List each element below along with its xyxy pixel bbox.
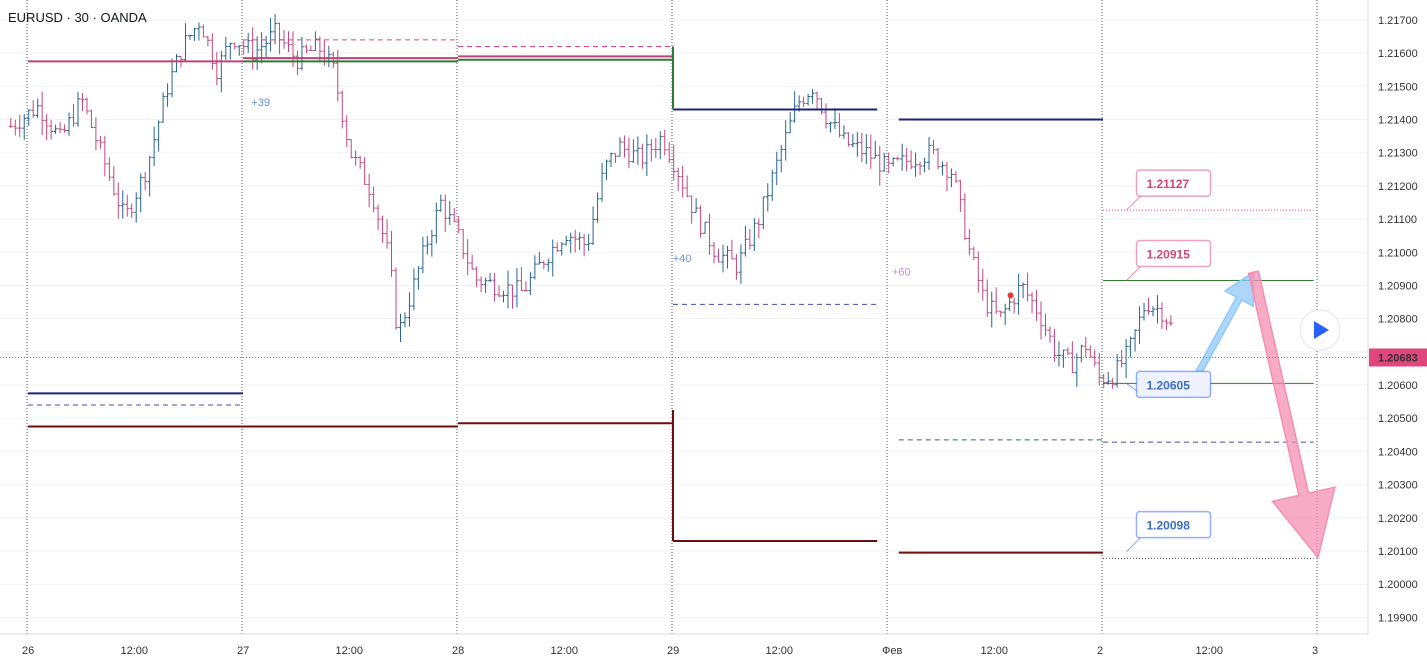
callout-box [1135,239,1212,268]
current-price-label: 1.20683 [1378,352,1418,364]
y-tick-label: 1.20400 [1378,446,1418,458]
y-tick-label: 1.21200 [1378,181,1418,193]
chart-title: EURUSD · 30 · OANDA [8,10,147,25]
y-tick-label: 1.20200 [1378,513,1418,525]
x-tick-label: 12:00 [551,645,579,657]
y-tick-label: 1.21400 [1378,114,1418,126]
arrow-down-icon [1247,270,1336,560]
arrow-up-icon [1191,270,1255,381]
bar-note: +39 [251,97,270,109]
y-tick-label: 1.21000 [1378,247,1418,259]
y-tick-label: 1.21700 [1378,15,1418,27]
y-tick-label: 1.20800 [1378,314,1418,326]
x-tick-label: 12:00 [766,645,794,657]
x-tick-label: 12:00 [336,645,364,657]
horizontal-levels [28,39,1314,559]
bar-notes: +39 +40 +60 [251,97,1014,299]
price-callouts: 1.21127 1.20915 1.20605 1.20098 [1126,169,1212,553]
y-tick-label: 1.21100 [1378,214,1417,226]
x-tick-label: 3 [1312,645,1318,657]
y-tick-label: 1.20300 [1378,480,1418,492]
y-tick-label: 1.20600 [1378,380,1418,392]
alert-dot [1007,292,1014,299]
y-axis[interactable]: 1.21700 1.21600 1.21500 1.21400 1.21300 1.212… [1369,15,1427,624]
x-tick-label: 12:00 [1196,645,1224,657]
y-tick-label: 1.20000 [1378,579,1418,591]
x-tick-label: Фев [882,645,902,657]
y-tick-label: 1.20100 [1378,546,1418,558]
play-button[interactable] [1299,309,1341,351]
x-tick-label: 27 [237,645,249,657]
callout-box [1135,510,1212,539]
x-axis[interactable]: 26 12:00 27 12:00 28 12:00 29 12:00 Фев 12:00 2 12:… [22,645,1318,657]
current-price-badge [1369,348,1427,367]
x-tick-label: 29 [667,645,679,657]
play-icon [1314,321,1329,339]
bar-note: +40 [673,253,692,265]
callout-label: 1.20098 [1147,519,1191,533]
y-tick-label: 1.20500 [1378,413,1418,425]
y-tick-label: 1.21300 [1378,148,1418,160]
x-tick-label: 28 [452,645,464,657]
y-tick-label: 1.21500 [1378,81,1418,93]
forecast-arrows [1191,270,1336,560]
callout-label: 1.21127 [1147,177,1190,191]
callout-box [1135,169,1212,197]
grid [0,19,1368,618]
bar-note: +60 [892,267,911,279]
x-tick-label: 26 [22,645,34,657]
x-tick-label: 2 [1097,645,1103,657]
callout-label: 1.20915 [1147,247,1191,261]
candles [8,14,1173,389]
x-tick-label: 12:00 [121,645,149,657]
y-tick-label: 1.20900 [1378,280,1418,292]
callout-box [1135,370,1212,399]
price-axis-bg [1368,0,1427,661]
x-tick-label: 12:00 [981,645,1009,657]
y-tick-label: 1.19900 [1378,612,1418,624]
callout-label: 1.20605 [1147,378,1191,392]
y-tick-label: 1.21600 [1378,48,1418,60]
